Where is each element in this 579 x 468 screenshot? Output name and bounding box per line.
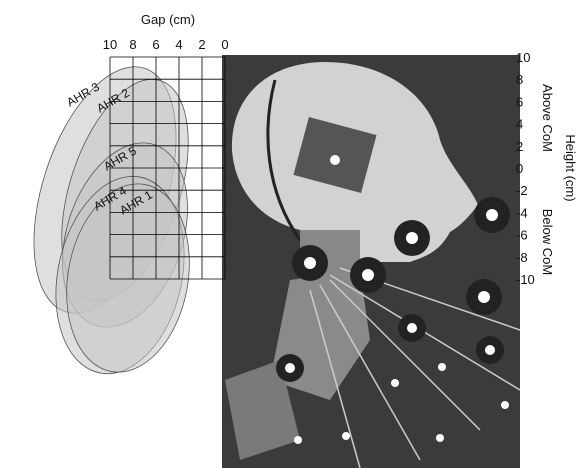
height-tick-label: -6 bbox=[516, 228, 528, 243]
gap-tick-label: 4 bbox=[175, 37, 182, 52]
below-label: Below CoM bbox=[540, 209, 555, 275]
height-tick-label: 0 bbox=[516, 161, 523, 176]
gap-tick-label: 0 bbox=[221, 37, 228, 52]
height-tick-label: -4 bbox=[516, 205, 528, 220]
above-label: Above CoM bbox=[540, 84, 555, 152]
gap-tick-label: 8 bbox=[129, 37, 136, 52]
height-tick-label: 4 bbox=[516, 117, 523, 132]
photo bbox=[222, 55, 520, 468]
height-tick-label: -10 bbox=[516, 272, 535, 287]
height-tick-label: -2 bbox=[516, 183, 528, 198]
gap-tick-label: 10 bbox=[103, 37, 117, 52]
height-tick-label: 10 bbox=[516, 50, 530, 65]
height-tick-label: 2 bbox=[516, 139, 523, 154]
gap-axis-title: Gap (cm) bbox=[141, 12, 195, 27]
height-axis-title: Height (cm) bbox=[563, 134, 578, 201]
figure: AHR 3AHR 2AHR 5AHR 4AHR 1 10864201086420… bbox=[0, 0, 579, 468]
height-tick-label: 8 bbox=[516, 72, 523, 87]
gap-tick-label: 2 bbox=[198, 37, 205, 52]
height-tick-label: 6 bbox=[516, 94, 523, 109]
height-tick-label: -8 bbox=[516, 250, 528, 265]
gap-tick-label: 6 bbox=[152, 37, 159, 52]
